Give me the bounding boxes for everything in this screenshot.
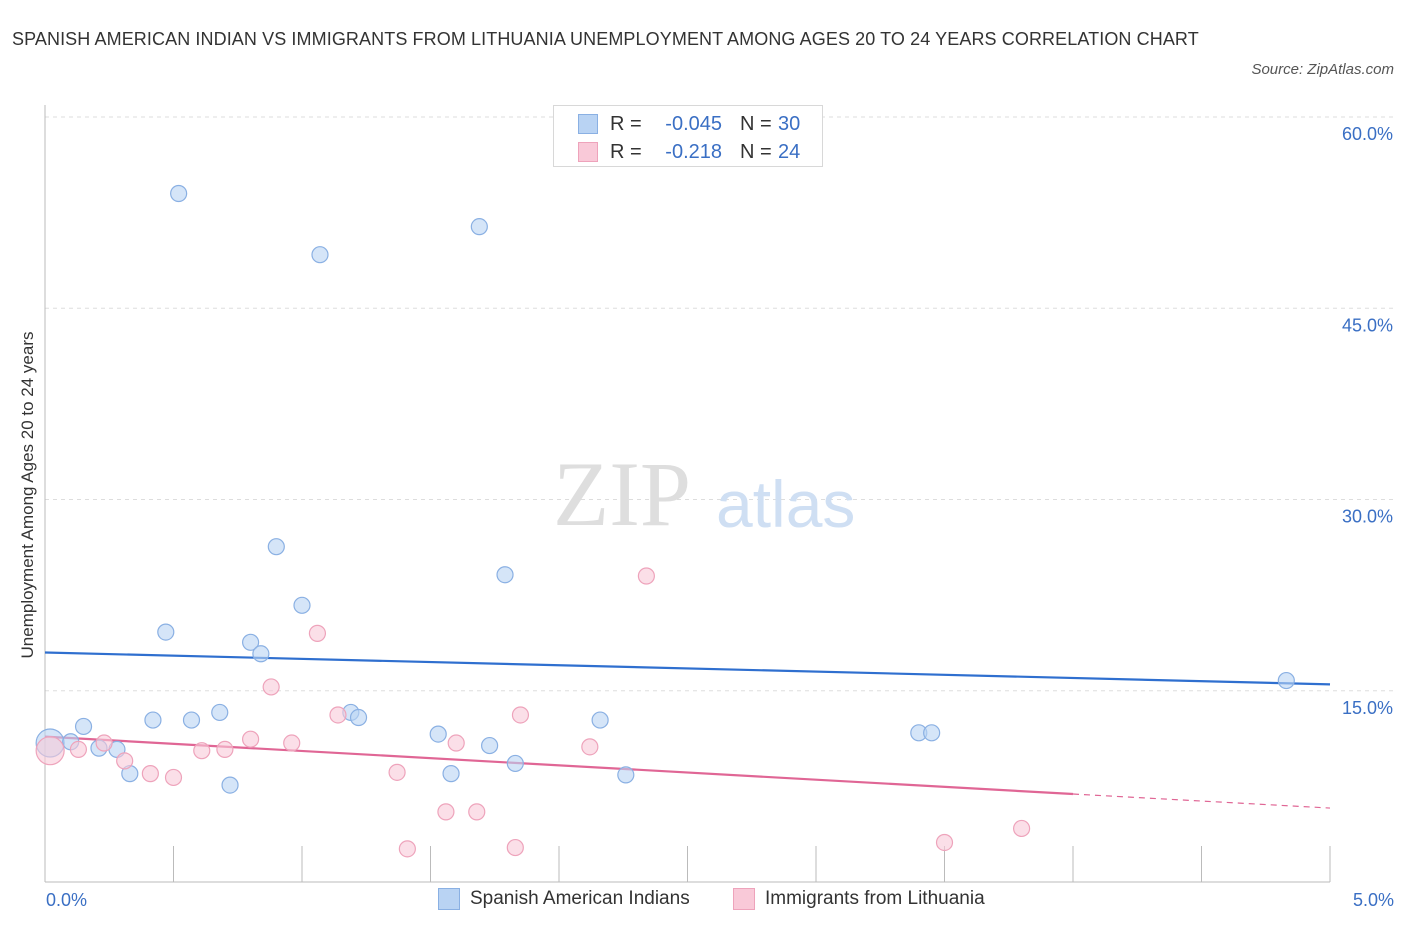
chart-title: SPANISH AMERICAN INDIAN VS IMMIGRANTS FR… (12, 29, 1199, 49)
series-legend: Spanish American Indians Immigrants from… (0, 888, 1406, 916)
data-point (388, 763, 406, 781)
data-point (95, 734, 113, 752)
watermark-zip: ZIP (553, 443, 691, 545)
source-label: Source: ZipAtlas.com (1251, 61, 1394, 78)
data-point (170, 184, 188, 203)
watermark: ZIP atlas (553, 443, 855, 545)
trend-line-spanish-american-indians (44, 651, 1331, 686)
data-point (935, 833, 954, 852)
data-point (398, 840, 416, 858)
data-point (581, 738, 599, 756)
r-label: R = (610, 140, 642, 163)
y-tick-label-30: 30.0% (1342, 507, 1393, 527)
data-point (637, 567, 655, 585)
data-point (349, 708, 368, 727)
data-point (182, 711, 201, 729)
data-point (164, 768, 183, 787)
n-value: 24 (778, 140, 801, 163)
n-value: 30 (778, 112, 801, 135)
legend-swatch-blue (578, 114, 598, 134)
y-axis-label: Unemployment Among Ages 20 to 24 years (18, 332, 37, 659)
data-point (429, 725, 447, 743)
data-point (481, 736, 499, 755)
data-point (470, 218, 488, 236)
data-point (283, 734, 301, 752)
x-tick-label-min: 0.0% (46, 890, 88, 910)
y-tick-label-45: 45.0% (1342, 315, 1393, 335)
data-point (506, 838, 524, 857)
data-point (1012, 819, 1031, 838)
watermark-atlas: atlas (716, 467, 855, 541)
r-label: R = (610, 112, 642, 135)
data-point (442, 765, 460, 783)
legend-label: Spanish American Indians (470, 888, 690, 909)
r-value: -0.045 (665, 112, 722, 135)
data-point (69, 740, 88, 759)
data-point (193, 742, 211, 760)
y-tick-labels: 15.0% 30.0% 45.0% 60.0% (1342, 124, 1393, 718)
legend-row-pink: R = -0.218 N = 24 (578, 140, 800, 164)
x-tick-label-max: 5.0% (1352, 890, 1394, 910)
n-label: N = (740, 140, 772, 163)
trend-line-extension (1072, 793, 1331, 809)
data-point (216, 740, 234, 759)
data-point (157, 623, 175, 641)
y-tick-label-60: 60.0% (1342, 124, 1393, 144)
data-point (144, 711, 162, 729)
data-point (293, 596, 311, 614)
data-point (116, 752, 134, 770)
data-point (447, 734, 465, 752)
legend-label: Immigrants from Lithuania (765, 888, 985, 909)
data-point (141, 765, 159, 783)
legend-swatch-pink (733, 888, 755, 910)
data-point (591, 711, 609, 729)
data-point (242, 633, 260, 651)
legend-item-spanish-american-indians[interactable]: Spanish American Indians (438, 888, 690, 910)
legend-swatch-blue (438, 888, 460, 910)
data-point (496, 566, 514, 584)
data-point (35, 736, 65, 766)
data-point (506, 754, 524, 773)
data-point (262, 678, 280, 696)
series-immigrants-from-lithuania (35, 567, 1031, 858)
y-tick-label-15: 15.0% (1342, 698, 1393, 718)
data-point (329, 706, 347, 724)
data-point (308, 624, 327, 642)
legend-row-blue: R = -0.045 N = 30 (578, 112, 800, 136)
trend-line-immigrants-from-lithuania (44, 735, 1074, 796)
data-point (267, 538, 285, 556)
data-point (511, 706, 530, 724)
data-point (437, 803, 455, 821)
legend-swatch-pink (578, 142, 598, 162)
n-label: N = (740, 112, 772, 135)
data-point (468, 803, 486, 821)
data-point (1277, 671, 1295, 690)
r-value: -0.218 (665, 140, 722, 163)
data-point (221, 776, 239, 794)
data-point (211, 703, 229, 722)
data-point (923, 724, 941, 742)
data-point (242, 730, 260, 748)
grid-lines (45, 116, 1395, 692)
data-point (617, 766, 635, 784)
legend-item-immigrants-from-lithuania[interactable]: Immigrants from Lithuania (733, 888, 985, 910)
data-point (311, 246, 329, 264)
correlation-legend: R = -0.045 N = 30 R = -0.218 N = 24 (553, 105, 823, 167)
data-point (252, 645, 270, 663)
data-point (74, 717, 93, 736)
